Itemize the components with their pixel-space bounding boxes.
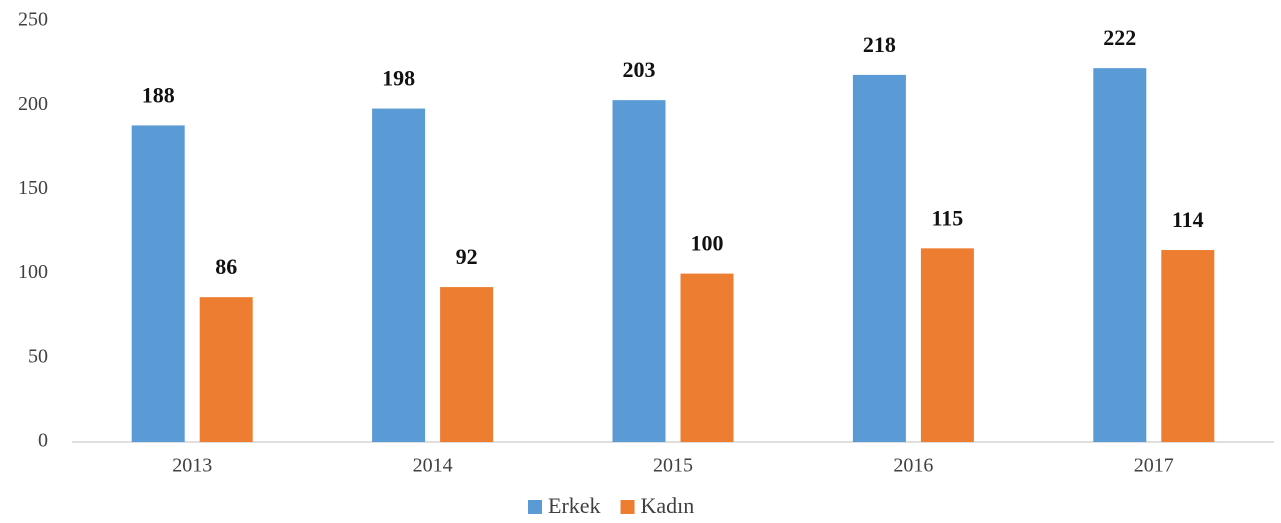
- data-label: 115: [932, 205, 964, 230]
- bar: [199, 297, 253, 442]
- legend-label: Erkek: [548, 493, 601, 518]
- x-tick-label: 2017: [1134, 455, 1174, 477]
- y-tick-label: 250: [18, 9, 48, 31]
- data-label: 114: [1172, 207, 1204, 232]
- data-label: 86: [215, 254, 237, 279]
- x-tick-label: 2014: [413, 455, 453, 477]
- data-label: 100: [691, 231, 724, 256]
- data-label: 198: [382, 66, 415, 91]
- bar: [372, 108, 426, 443]
- bar: [440, 287, 494, 442]
- data-label: 188: [142, 82, 175, 107]
- bar: [1093, 68, 1147, 442]
- bar: [680, 273, 734, 442]
- data-label: 203: [623, 57, 656, 82]
- y-tick-label: 50: [28, 345, 48, 367]
- y-tick-label: 200: [18, 93, 48, 115]
- legend-swatch: [528, 500, 542, 514]
- data-label: 218: [863, 32, 896, 57]
- legend-swatch: [620, 500, 635, 514]
- x-tick-label: 2013: [172, 455, 212, 477]
- data-label: 92: [456, 244, 478, 269]
- bar: [852, 74, 906, 442]
- legend-label: Kadın: [641, 493, 695, 518]
- bar: [1161, 250, 1215, 442]
- data-label: 222: [1103, 25, 1136, 50]
- y-tick-label: 100: [18, 261, 48, 283]
- bar: [612, 100, 666, 442]
- y-tick-label: 0: [38, 430, 48, 452]
- bar: [920, 248, 974, 442]
- bar: [131, 125, 185, 443]
- x-tick-label: 2016: [893, 455, 933, 477]
- x-tick-label: 2015: [653, 455, 693, 477]
- y-tick-label: 150: [18, 177, 48, 199]
